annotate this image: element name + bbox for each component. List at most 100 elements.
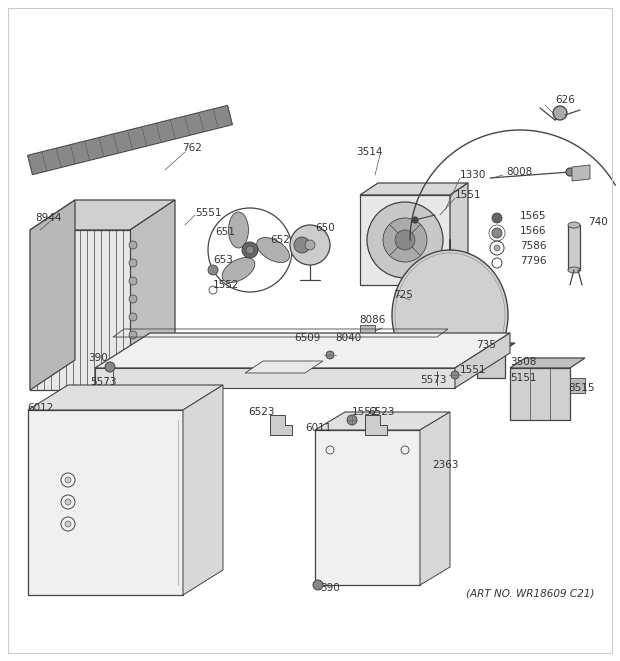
Polygon shape [570, 378, 585, 393]
Text: 390: 390 [88, 353, 108, 363]
Text: 740: 740 [588, 217, 608, 227]
Ellipse shape [392, 250, 508, 380]
Circle shape [492, 213, 502, 223]
Text: 6523: 6523 [368, 407, 394, 417]
Text: 5151: 5151 [510, 373, 536, 383]
Text: 1551: 1551 [455, 190, 482, 200]
Circle shape [347, 415, 357, 425]
Text: 653: 653 [213, 255, 233, 265]
Polygon shape [355, 338, 370, 350]
Polygon shape [510, 358, 585, 368]
Circle shape [367, 202, 443, 278]
Polygon shape [365, 415, 387, 435]
Circle shape [129, 259, 137, 267]
Ellipse shape [294, 237, 310, 253]
Circle shape [129, 277, 137, 285]
Polygon shape [510, 368, 570, 420]
Text: 725: 725 [393, 290, 413, 300]
Text: (ART NO. WR18609 C21): (ART NO. WR18609 C21) [466, 588, 594, 598]
Text: 3508: 3508 [510, 357, 536, 367]
Ellipse shape [290, 225, 330, 265]
Polygon shape [568, 225, 580, 270]
Ellipse shape [568, 222, 580, 228]
Circle shape [242, 242, 258, 258]
Polygon shape [30, 200, 175, 230]
Ellipse shape [222, 258, 255, 282]
Polygon shape [270, 415, 292, 435]
Circle shape [305, 240, 315, 250]
Polygon shape [28, 385, 223, 410]
Text: 5573: 5573 [90, 377, 117, 387]
Circle shape [383, 218, 427, 262]
Circle shape [451, 371, 459, 379]
Polygon shape [405, 343, 515, 355]
Circle shape [395, 230, 415, 250]
Text: 5573: 5573 [420, 375, 446, 385]
Polygon shape [315, 412, 450, 430]
Text: 1552: 1552 [213, 280, 239, 290]
Text: 2363: 2363 [432, 460, 459, 470]
Text: 3514: 3514 [356, 147, 383, 157]
Polygon shape [130, 200, 175, 390]
Text: 6012: 6012 [27, 403, 53, 413]
Ellipse shape [228, 212, 249, 248]
Polygon shape [30, 230, 130, 390]
Polygon shape [572, 165, 590, 181]
Text: 8515: 8515 [568, 383, 595, 393]
Polygon shape [28, 410, 183, 595]
Ellipse shape [568, 267, 580, 273]
Polygon shape [315, 430, 420, 585]
Polygon shape [27, 105, 232, 175]
Circle shape [553, 106, 567, 120]
Circle shape [105, 362, 115, 372]
Text: 762: 762 [182, 143, 202, 153]
Polygon shape [477, 344, 513, 350]
Text: 6011: 6011 [305, 423, 331, 433]
Polygon shape [360, 195, 450, 285]
Circle shape [412, 217, 418, 223]
Polygon shape [95, 368, 455, 388]
Circle shape [326, 351, 334, 359]
Text: 7796: 7796 [520, 256, 546, 266]
Text: 8086: 8086 [359, 315, 386, 325]
Circle shape [65, 521, 71, 527]
Circle shape [129, 241, 137, 249]
Text: 651: 651 [215, 227, 235, 237]
Text: 8944: 8944 [35, 213, 61, 223]
Text: eReplacementParts.com: eReplacementParts.com [238, 342, 382, 354]
Polygon shape [360, 183, 468, 195]
Circle shape [494, 245, 500, 251]
Text: 735: 735 [476, 340, 496, 350]
Text: 6509: 6509 [294, 333, 321, 343]
Text: 1552: 1552 [352, 407, 378, 417]
Ellipse shape [257, 237, 290, 262]
Circle shape [492, 228, 502, 238]
Text: 1566: 1566 [520, 226, 546, 236]
Polygon shape [360, 325, 375, 337]
Text: 8008: 8008 [506, 167, 532, 177]
Text: 390: 390 [320, 583, 340, 593]
Circle shape [566, 168, 574, 176]
Polygon shape [450, 183, 468, 285]
Circle shape [129, 313, 137, 321]
Polygon shape [245, 361, 323, 373]
Text: 7586: 7586 [520, 241, 546, 251]
Circle shape [313, 580, 323, 590]
Polygon shape [30, 200, 75, 390]
Text: 1330: 1330 [460, 170, 486, 180]
Polygon shape [95, 333, 510, 368]
Text: 5551: 5551 [195, 208, 221, 218]
Circle shape [208, 265, 218, 275]
Polygon shape [455, 333, 510, 388]
Circle shape [129, 331, 137, 339]
Circle shape [129, 349, 137, 357]
Text: 1565: 1565 [520, 211, 546, 221]
Polygon shape [420, 412, 450, 585]
Circle shape [129, 295, 137, 303]
Polygon shape [183, 385, 223, 595]
Text: 626: 626 [555, 95, 575, 105]
Circle shape [129, 367, 137, 375]
Text: 1551: 1551 [460, 365, 487, 375]
Text: 650: 650 [315, 223, 335, 233]
Polygon shape [310, 335, 330, 350]
